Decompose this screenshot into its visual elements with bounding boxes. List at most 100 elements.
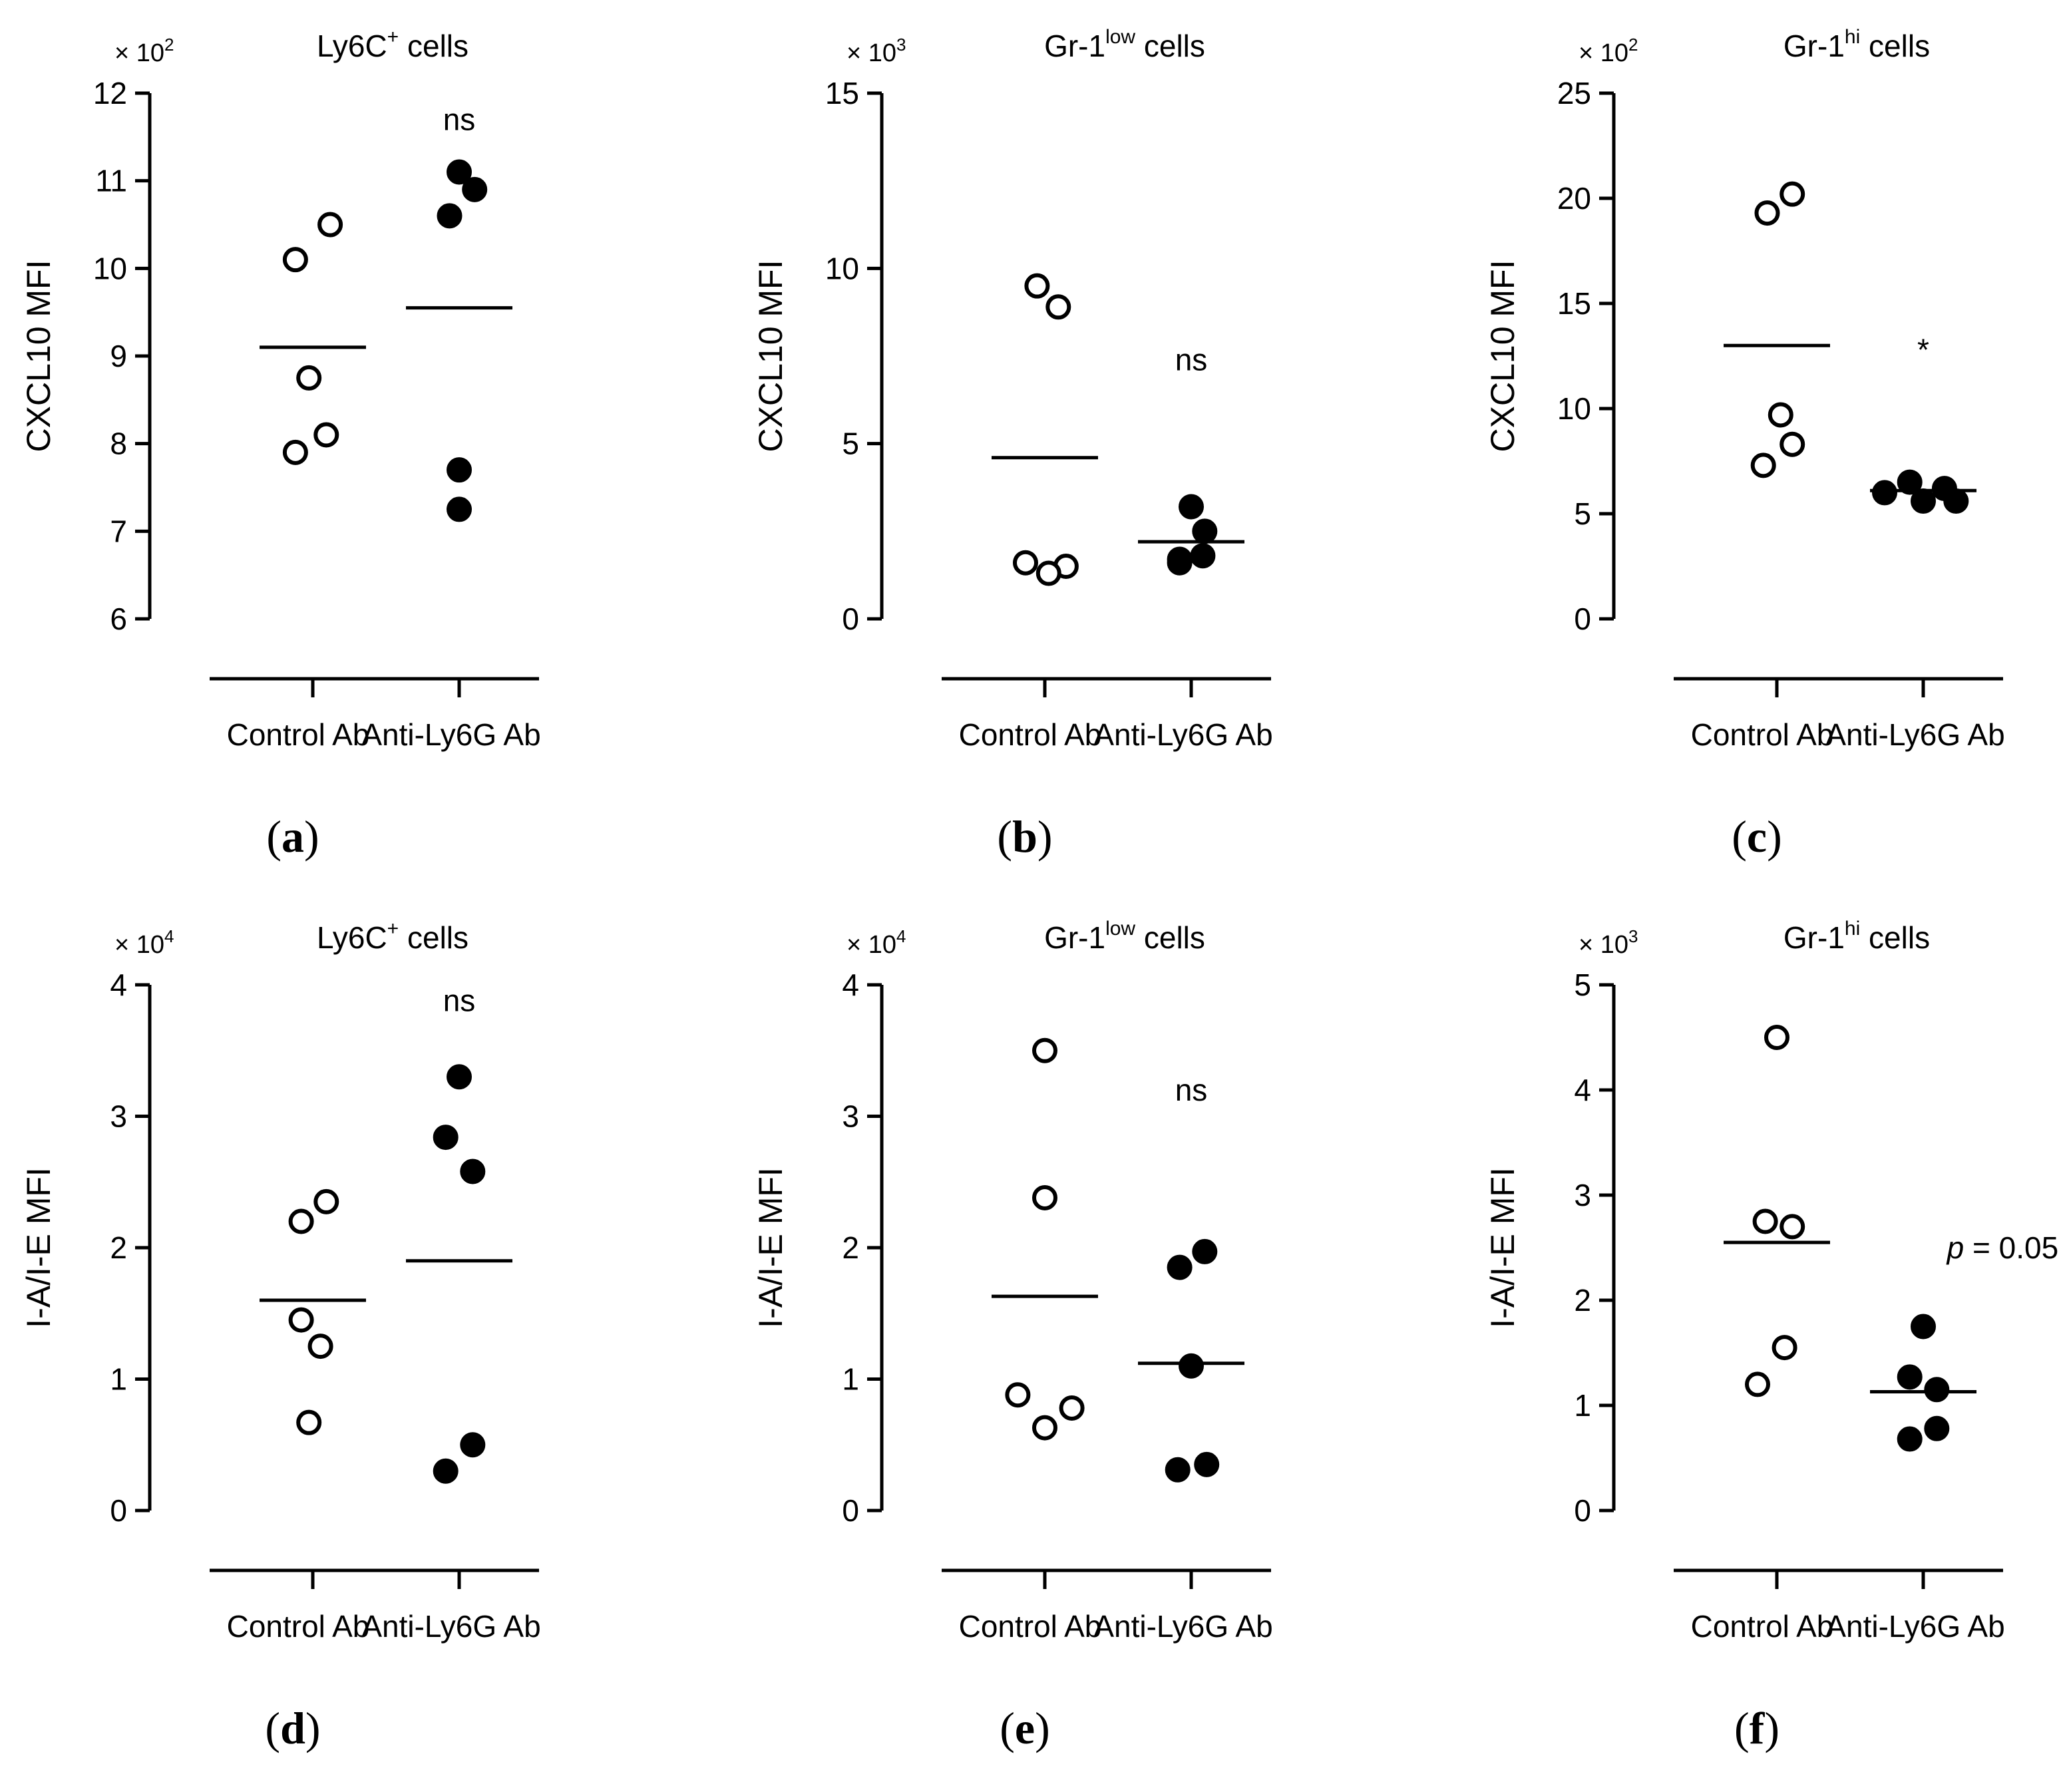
y-tick-label: 2 — [1574, 1283, 1591, 1318]
multiplier-exponent: 3 — [1628, 926, 1638, 946]
significance-annotation: ns — [1175, 342, 1208, 377]
filled-data-point — [433, 1458, 459, 1484]
x-tick-label: Control Ab — [959, 1609, 1102, 1644]
open-data-point — [1035, 560, 1061, 586]
axis-multiplier: × 103 — [1579, 926, 1638, 959]
close-paren: ) — [304, 811, 319, 862]
y-tick-label: 0 — [842, 602, 859, 636]
y-tick-label: 15 — [825, 76, 859, 110]
multiplier-base: 10 — [868, 931, 896, 959]
significance-annotation: ns — [1175, 1073, 1208, 1107]
y-tick-label: 2 — [842, 1230, 859, 1265]
panel-letter-value: b — [1012, 811, 1037, 862]
title-rest: cells — [1135, 920, 1205, 955]
significance-annotation: ns — [443, 984, 476, 1018]
multiplier-sign: × — [114, 39, 136, 67]
panel-letter-value: a — [281, 811, 304, 862]
filled-data-point — [1897, 1364, 1923, 1390]
x-tick-label: Control Ab — [1691, 1609, 1834, 1644]
y-tick-label: 10 — [825, 251, 859, 285]
title-rest: cells — [1860, 920, 1930, 955]
filled-data-point — [1192, 1238, 1218, 1264]
y-tick-label: 2 — [110, 1230, 127, 1265]
filled-data-point — [460, 1159, 486, 1184]
filled-data-point — [447, 496, 472, 522]
filled-data-point — [1897, 1426, 1923, 1452]
y-tick-label: 7 — [110, 514, 127, 548]
open-data-point — [1779, 181, 1805, 207]
panel-title: Gr-1low cells — [1044, 918, 1205, 955]
open-data-point — [1752, 1208, 1778, 1234]
panel-letter-value: e — [1015, 1703, 1035, 1753]
close-paren: ) — [305, 1703, 321, 1753]
filled-data-point — [1167, 550, 1193, 576]
open-paren: ( — [1734, 1703, 1750, 1753]
filled-data-point — [1943, 488, 1969, 514]
y-tick-label: 6 — [110, 602, 127, 636]
x-tick-label: Anti-Ly6G Ab — [1093, 1609, 1272, 1644]
close-paren: ) — [1764, 1703, 1779, 1753]
title-superscript: low — [1105, 26, 1135, 48]
title-superscript: low — [1105, 918, 1135, 940]
y-tick-label: 5 — [842, 427, 859, 461]
axis-multiplier: × 104 — [846, 926, 906, 959]
y-tick-label: 4 — [110, 968, 127, 1002]
open-data-point — [1745, 1371, 1770, 1397]
multiplier-sign: × — [846, 931, 868, 959]
multiplier-sign: × — [1579, 931, 1600, 959]
y-tick-label: 10 — [1557, 391, 1591, 426]
open-data-point — [1032, 1184, 1057, 1210]
open-data-point — [1032, 1415, 1057, 1441]
multiplier-sign: × — [1579, 39, 1600, 67]
filled-data-point — [1179, 1353, 1204, 1379]
y-tick-label: 9 — [110, 339, 127, 373]
panel-title: Gr-1hi cells — [1783, 26, 1930, 63]
y-tick-label: 5 — [1574, 968, 1591, 1002]
filled-data-point — [1911, 1314, 1936, 1340]
p-symbol: p — [1946, 1230, 1965, 1265]
y-axis-label: I-A/I-E MFI — [752, 1167, 789, 1328]
open-data-point — [1750, 452, 1776, 478]
open-data-point — [307, 1334, 333, 1359]
close-paren: ) — [1767, 811, 1782, 862]
y-tick-label: 20 — [1557, 181, 1591, 216]
filled-data-point — [447, 159, 472, 185]
open-data-point — [1013, 550, 1038, 576]
open-data-point — [1779, 431, 1805, 457]
open-data-point — [1024, 273, 1050, 299]
panel-letter: (b) — [997, 811, 1052, 862]
title-main: Ly6C — [317, 920, 387, 955]
title-rest: cells — [1860, 29, 1930, 63]
open-data-point — [1754, 200, 1780, 226]
filled-data-point — [1924, 1377, 1950, 1403]
open-data-point — [1005, 1382, 1031, 1408]
y-tick-label: 4 — [842, 968, 859, 1002]
title-main: Gr-1 — [1783, 920, 1845, 955]
title-superscript: hi — [1845, 26, 1860, 48]
y-tick-label: 4 — [1574, 1073, 1591, 1107]
y-tick-label: 15 — [1557, 286, 1591, 321]
annotation-text: * — [1917, 333, 1929, 367]
filled-data-point — [1167, 1254, 1193, 1280]
y-tick-label: 3 — [110, 1099, 127, 1134]
panel-letter: (a) — [266, 811, 319, 862]
open-data-point — [1764, 1025, 1789, 1050]
open-data-point — [282, 247, 308, 273]
close-paren: ) — [1037, 811, 1053, 862]
filled-data-point — [1924, 1415, 1950, 1441]
y-tick-label: 10 — [93, 251, 127, 285]
multiplier-base: 10 — [136, 931, 164, 959]
filled-data-point — [1179, 494, 1204, 520]
filled-data-point — [1190, 543, 1216, 569]
annotation-text: ns — [1175, 1073, 1208, 1107]
x-tick-label: Anti-Ly6G Ab — [1093, 717, 1272, 752]
panel-title: Gr-1low cells — [1044, 26, 1205, 63]
filled-data-point — [447, 1064, 472, 1090]
filled-data-point — [1192, 518, 1218, 544]
significance-annotation: ns — [443, 102, 476, 137]
panel-title: Ly6C+ cells — [317, 26, 468, 63]
